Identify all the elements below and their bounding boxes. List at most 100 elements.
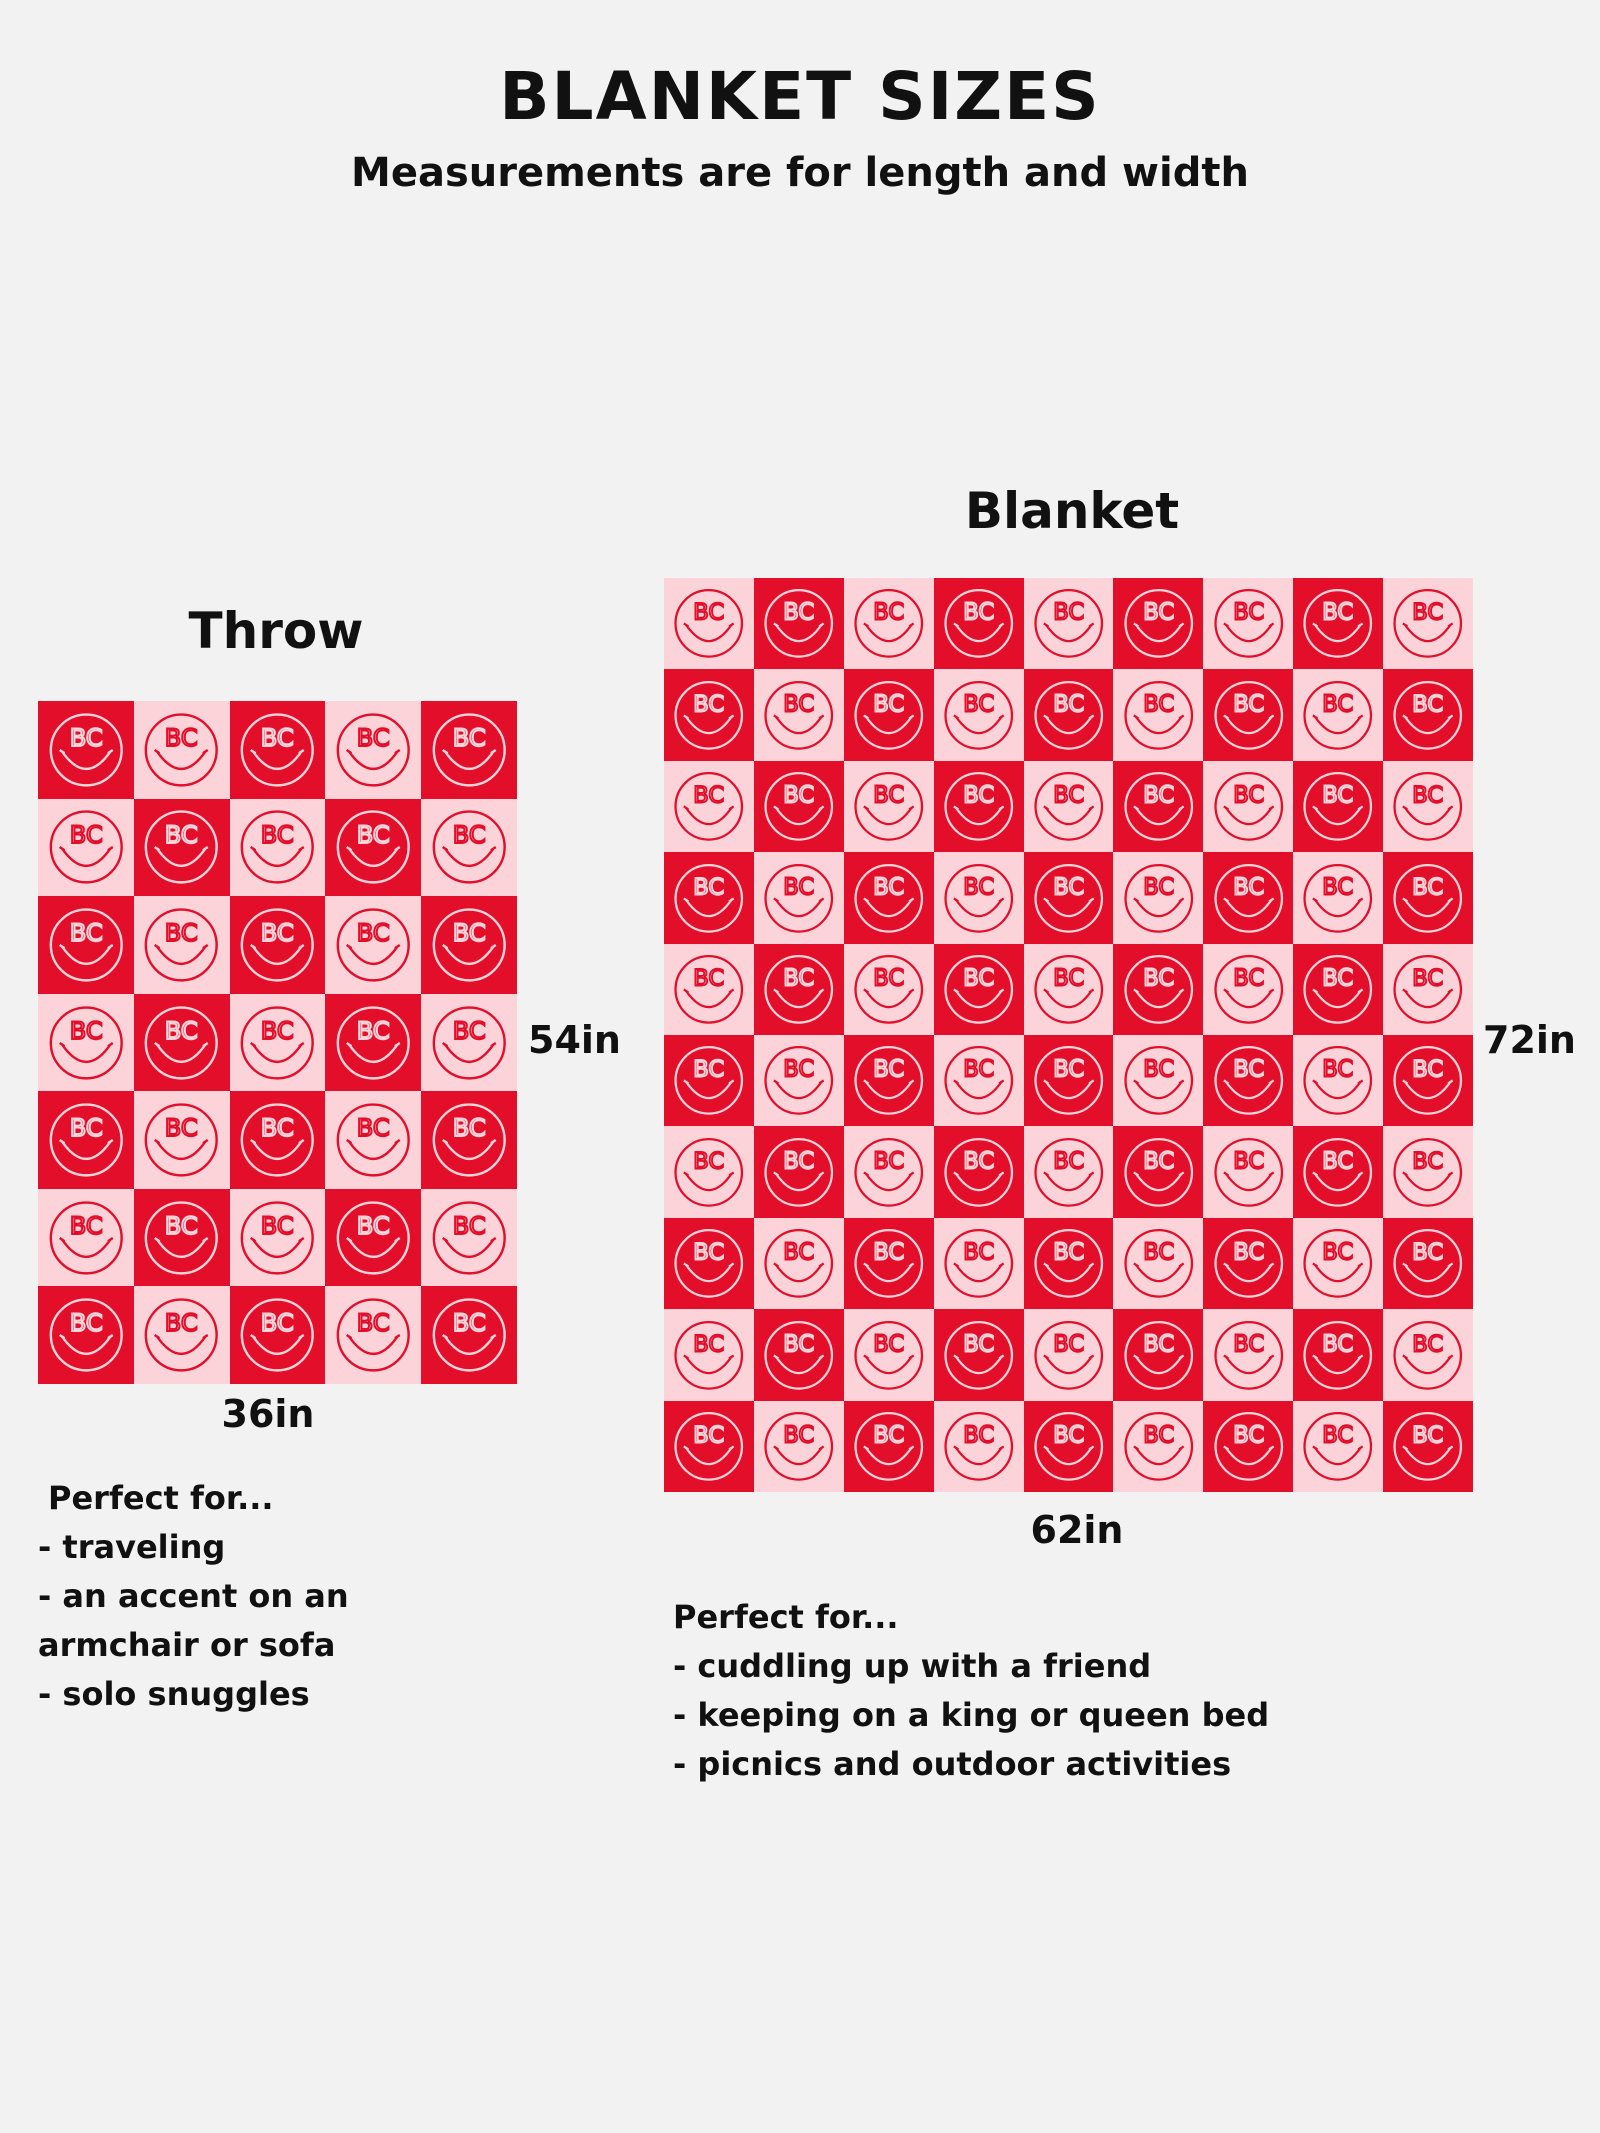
svg-text:BC: BC [1323,874,1354,900]
smiley-logo-icon: BC [854,1229,924,1298]
smiley-tile: BC [753,1126,844,1218]
blanket-label: Blanket [964,482,1180,540]
smiley-logo-icon: BC [764,863,834,933]
smiley-logo-icon: BC [1303,1229,1373,1298]
throw-uses-list: Perfect for... - traveling - an accent o… [38,1474,349,1719]
smiley-logo-icon: BC [944,680,1013,750]
svg-text:BC: BC [1143,1148,1174,1174]
smiley-tile: BC [933,1309,1024,1401]
svg-text:BC: BC [1323,1423,1354,1449]
smiley-logo-icon: BC [1393,1137,1463,1207]
smiley-tile: BC [664,578,754,670]
smiley-tile: BC [1023,760,1114,853]
smiley-tile: BC [1203,578,1294,670]
svg-text:BC: BC [165,919,198,947]
smiley-tile: BC [933,943,1024,1035]
smiley-tile: BC [933,669,1024,761]
throw-label: Throw [188,602,364,660]
smiley-logo-icon: BC [1124,863,1193,933]
smiley-logo-icon: BC [1034,954,1103,1024]
smiley-logo-icon: BC [240,1103,315,1177]
svg-text:BC: BC [693,966,724,992]
svg-text:BC: BC [873,1057,904,1083]
svg-text:BC: BC [453,1114,486,1142]
smiley-logo-icon: BC [1124,1320,1193,1390]
smiley-tile: BC [933,578,1024,670]
svg-text:BC: BC [1143,1331,1174,1357]
smiley-tile: BC [1023,1035,1114,1127]
smiley-logo-icon: BC [1034,1320,1103,1390]
smiley-tile: BC [1113,1035,1204,1127]
svg-text:BC: BC [1143,966,1174,992]
smiley-logo-icon: BC [674,589,744,659]
smiley-tile: BC [421,1286,517,1384]
smiley-tile: BC [1383,1309,1473,1401]
svg-text:BC: BC [69,1114,102,1142]
blanket-uses-list: Perfect for... - cuddling up with a frie… [673,1593,1269,1789]
throw-blanket-image: BC BC BC BC BC BC [38,701,517,1384]
smiley-tile: BC [843,760,934,853]
svg-text:BC: BC [873,1423,904,1449]
smiley-logo-icon: BC [1124,589,1193,659]
svg-text:BC: BC [69,724,102,752]
smiley-tile: BC [133,701,230,799]
svg-text:BC: BC [963,600,994,626]
smiley-logo-icon: BC [764,1320,834,1390]
svg-text:BC: BC [1233,1331,1264,1357]
smiley-tile: BC [1293,1217,1384,1310]
smiley-tile: BC [229,896,326,994]
smiley-tile: BC [1293,760,1384,853]
list-item: - picnics and outdoor activities [673,1745,1232,1783]
svg-text:BC: BC [1413,1148,1444,1174]
svg-text:BC: BC [873,1240,904,1266]
smiley-logo-icon: BC [674,1046,744,1116]
svg-text:BC: BC [1413,1057,1444,1083]
smiley-tile: BC [325,701,422,799]
smiley-logo-icon: BC [1213,772,1283,841]
smiley-tile: BC [1203,760,1294,853]
svg-text:BC: BC [1413,600,1444,626]
smiley-tile: BC [1293,1309,1384,1401]
smiley-logo-icon: BC [1303,680,1373,750]
smiley-logo-icon: BC [432,1103,506,1177]
smiley-logo-icon: BC [240,1201,315,1275]
smiley-tile: BC [753,1217,844,1310]
smiley-logo-icon: BC [944,772,1013,841]
svg-text:BC: BC [963,1057,994,1083]
svg-text:BC: BC [963,966,994,992]
smiley-tile: BC [664,760,754,853]
smiley-tile: BC [933,1035,1024,1127]
smiley-logo-icon: BC [432,810,506,884]
smiley-tile: BC [1383,760,1473,853]
svg-text:BC: BC [1053,691,1084,717]
svg-text:BC: BC [453,919,486,947]
svg-text:BC: BC [1233,783,1264,809]
svg-text:BC: BC [165,724,198,752]
smiley-logo-icon: BC [145,1103,219,1177]
smiley-tile: BC [843,1126,934,1218]
svg-text:BC: BC [69,919,102,947]
smiley-logo-icon: BC [145,810,219,884]
list-item: - traveling [38,1528,226,1566]
smiley-tile: BC [1113,1217,1204,1310]
svg-text:BC: BC [261,1212,294,1240]
smiley-tile: BC [38,798,134,897]
smiley-logo-icon: BC [1393,1320,1463,1390]
smiley-tile: BC [1113,1400,1204,1492]
smiley-tile: BC [1023,1126,1114,1218]
smiley-tile: BC [933,1217,1024,1310]
svg-text:BC: BC [1233,1240,1264,1266]
svg-text:BC: BC [261,1016,294,1044]
smiley-logo-icon: BC [1034,1137,1103,1207]
smiley-tile: BC [229,798,326,897]
smiley-logo-icon: BC [674,1229,744,1298]
svg-text:BC: BC [963,1240,994,1266]
smiley-logo-icon: BC [336,908,410,982]
svg-text:BC: BC [1053,874,1084,900]
smiley-logo-icon: BC [432,1298,506,1372]
smiley-tile: BC [1023,1309,1114,1401]
svg-text:BC: BC [873,691,904,717]
smiley-tile: BC [843,1217,934,1310]
smiley-logo-icon: BC [1393,1411,1463,1481]
svg-text:BC: BC [357,1016,390,1044]
